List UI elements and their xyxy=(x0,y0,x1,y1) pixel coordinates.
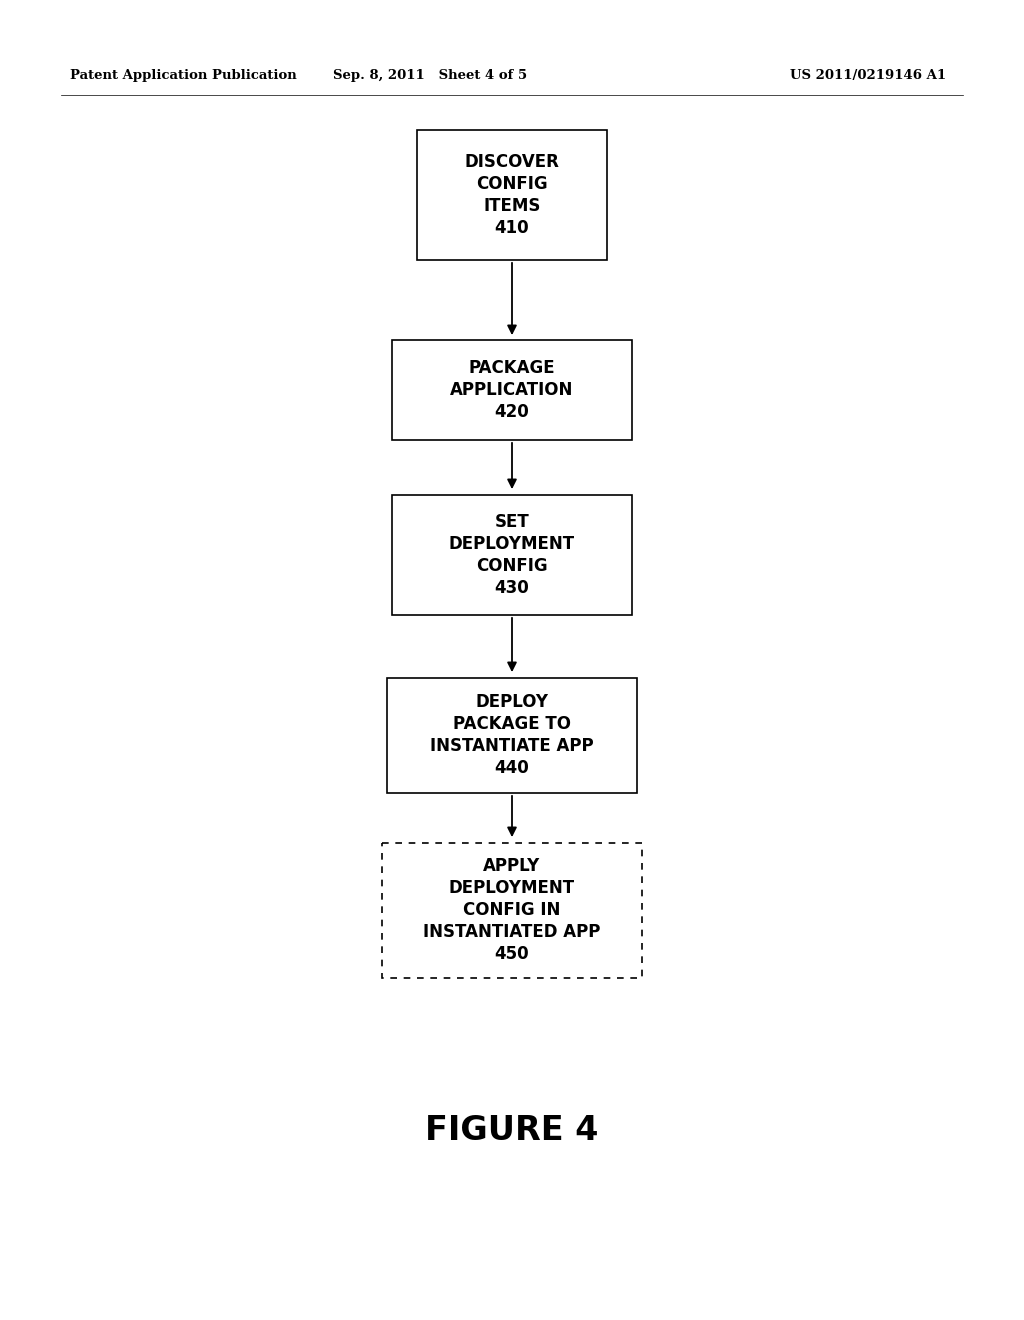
Text: Sep. 8, 2011   Sheet 4 of 5: Sep. 8, 2011 Sheet 4 of 5 xyxy=(333,69,527,82)
Bar xyxy=(417,129,607,260)
Text: US 2011/0219146 A1: US 2011/0219146 A1 xyxy=(790,69,946,82)
Text: APPLY
DEPLOYMENT
CONFIG IN
INSTANTIATED APP
450: APPLY DEPLOYMENT CONFIG IN INSTANTIATED … xyxy=(423,857,601,964)
Text: DISCOVER
CONFIG
ITEMS
410: DISCOVER CONFIG ITEMS 410 xyxy=(465,153,559,238)
Text: FIGURE 4: FIGURE 4 xyxy=(425,1114,599,1147)
Bar xyxy=(392,495,632,615)
Bar xyxy=(387,677,637,792)
Bar xyxy=(382,842,642,978)
Text: Patent Application Publication: Patent Application Publication xyxy=(70,69,297,82)
Bar xyxy=(392,341,632,440)
Text: SET
DEPLOYMENT
CONFIG
430: SET DEPLOYMENT CONFIG 430 xyxy=(449,512,575,597)
Text: PACKAGE
APPLICATION
420: PACKAGE APPLICATION 420 xyxy=(451,359,573,421)
Text: DEPLOY
PACKAGE TO
INSTANTIATE APP
440: DEPLOY PACKAGE TO INSTANTIATE APP 440 xyxy=(430,693,594,777)
